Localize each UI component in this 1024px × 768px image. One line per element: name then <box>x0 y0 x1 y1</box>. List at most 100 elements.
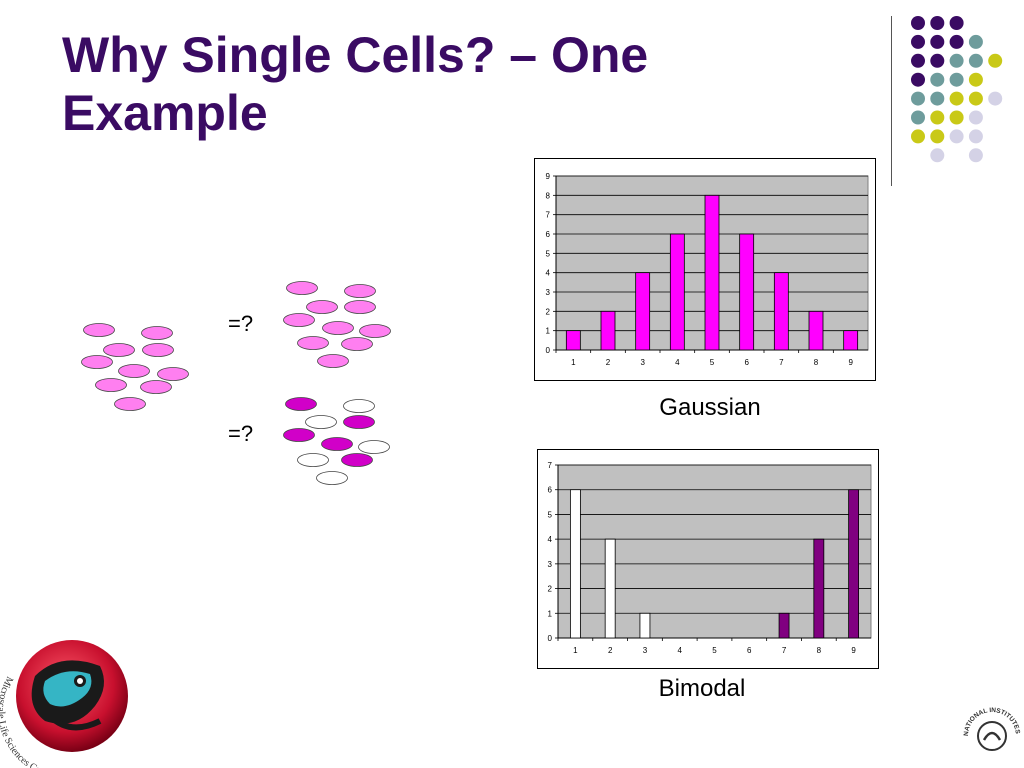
y-tick-label: 1 <box>548 609 553 618</box>
cell-ellipse <box>297 453 329 467</box>
cell-ellipse <box>283 313 315 327</box>
bar <box>569 489 581 639</box>
x-tick-label: 1 <box>573 646 578 655</box>
x-tick-label: 8 <box>814 358 819 367</box>
cell-ellipse <box>341 453 373 467</box>
decorative-dot <box>968 110 983 125</box>
divider-line <box>891 16 892 186</box>
cell-ellipse <box>157 367 189 381</box>
bar <box>843 330 859 351</box>
decorative-dot <box>930 16 945 30</box>
decorative-dot <box>949 129 964 144</box>
x-tick-label: 4 <box>675 358 680 367</box>
nih-logo: NATIONAL INSTITUTES OF HEALTH <box>962 700 1021 751</box>
x-tick-label: 9 <box>851 646 856 655</box>
y-tick-label: 2 <box>546 307 551 316</box>
x-tick-label: 1 <box>571 358 576 367</box>
decorative-dot <box>911 91 925 106</box>
cell-ellipse <box>140 380 172 394</box>
decorative-dot <box>911 129 925 144</box>
x-tick-label: 6 <box>747 646 752 655</box>
decorative-dot <box>968 34 983 49</box>
bar <box>739 233 755 351</box>
bimodal-caption: Bimodal <box>658 675 746 702</box>
x-tick-label: 5 <box>710 358 715 367</box>
x-tick-label: 4 <box>677 646 682 655</box>
equals-question-2: =? <box>228 421 254 446</box>
cell-ellipse <box>317 354 349 368</box>
bar <box>773 272 789 351</box>
x-tick-label: 9 <box>848 358 853 367</box>
decorative-dot <box>949 34 964 49</box>
decorative-dot <box>949 16 964 30</box>
cell-ellipse <box>343 415 375 429</box>
y-tick-label: 7 <box>546 211 551 220</box>
bar <box>704 194 720 351</box>
cell-ellipse <box>142 343 174 357</box>
decorative-dot <box>930 53 945 68</box>
decorative-dot <box>968 72 983 87</box>
bimodal-chart-svg: 0 1 2 3 4 5 6 7 1 2 3 4 5 6 7 8 9 <box>548 461 872 655</box>
cell-ellipse <box>316 471 348 485</box>
x-tick-label: 3 <box>640 358 645 367</box>
bimodal-chart: 0 1 2 3 4 5 6 7 1 2 3 4 5 6 7 8 9 <box>537 449 879 669</box>
cell-ellipse <box>285 397 317 411</box>
decorative-dot <box>968 148 983 163</box>
equals-question-1: =? <box>228 311 254 336</box>
y-tick-label: 9 <box>546 172 551 181</box>
bar <box>808 310 824 351</box>
y-tick-label: 5 <box>548 510 553 519</box>
x-tick-label: 7 <box>782 646 787 655</box>
y-tick-label: 1 <box>546 327 551 336</box>
gaussian-chart-svg: 0 1 2 3 4 5 6 7 8 9 1 2 3 4 5 6 7 8 9 <box>546 172 869 367</box>
y-tick-label: 0 <box>548 634 553 643</box>
decorative-dot <box>911 53 925 68</box>
y-tick-label: 7 <box>548 461 553 470</box>
cell-ellipse <box>343 399 375 413</box>
cell-ellipse <box>321 437 353 451</box>
x-tick-label: 2 <box>608 646 613 655</box>
x-tick-label: 7 <box>779 358 784 367</box>
decorative-dot <box>968 53 983 68</box>
bar <box>848 489 860 639</box>
cell-ellipse <box>305 415 337 429</box>
cell-ellipse <box>83 323 115 337</box>
bar <box>639 612 651 639</box>
decorative-dot <box>988 91 1003 106</box>
y-tick-label: 8 <box>546 191 551 200</box>
x-tick-label: 6 <box>744 358 749 367</box>
decorative-dot <box>968 129 983 144</box>
gaussian-chart: 0 1 2 3 4 5 6 7 8 9 1 2 3 4 5 6 7 8 9 <box>534 158 876 381</box>
cell-ellipse <box>81 355 113 369</box>
cell-ellipse <box>359 324 391 338</box>
decorative-dot <box>930 148 945 163</box>
cell-ellipse <box>103 343 135 357</box>
y-tick-label: 6 <box>548 486 553 495</box>
cell-ellipse <box>95 378 127 392</box>
decorative-dot <box>911 72 925 87</box>
decorative-dot <box>930 110 945 125</box>
cell-ellipse <box>286 281 318 295</box>
cell-ellipse <box>283 428 315 442</box>
decorative-dot <box>949 72 964 87</box>
cell-ellipse <box>344 300 376 314</box>
bar <box>813 538 825 639</box>
decorative-dot <box>930 91 945 106</box>
cell-ellipse <box>322 321 354 335</box>
y-tick-label: 0 <box>546 346 551 355</box>
bar <box>600 310 616 351</box>
decorative-dot <box>949 110 964 125</box>
x-tick-label: 2 <box>606 358 611 367</box>
bar <box>635 272 651 351</box>
y-tick-label: 3 <box>546 288 551 297</box>
decorative-dot <box>930 129 945 144</box>
decorative-dot <box>911 16 925 30</box>
slide-title: Why Single Cells? – One Example <box>62 26 762 142</box>
y-tick-label: 3 <box>548 560 553 569</box>
svg-text:NATIONAL INSTITUTES OF HEALTH: NATIONAL INSTITUTES OF HEALTH <box>962 700 1021 736</box>
x-tick-label: 5 <box>712 646 717 655</box>
y-tick-label: 6 <box>546 230 551 239</box>
mlsc-logo: Microscale Life Sciences Center <box>0 640 128 768</box>
cell-ellipse <box>118 364 150 378</box>
bar <box>604 538 616 639</box>
